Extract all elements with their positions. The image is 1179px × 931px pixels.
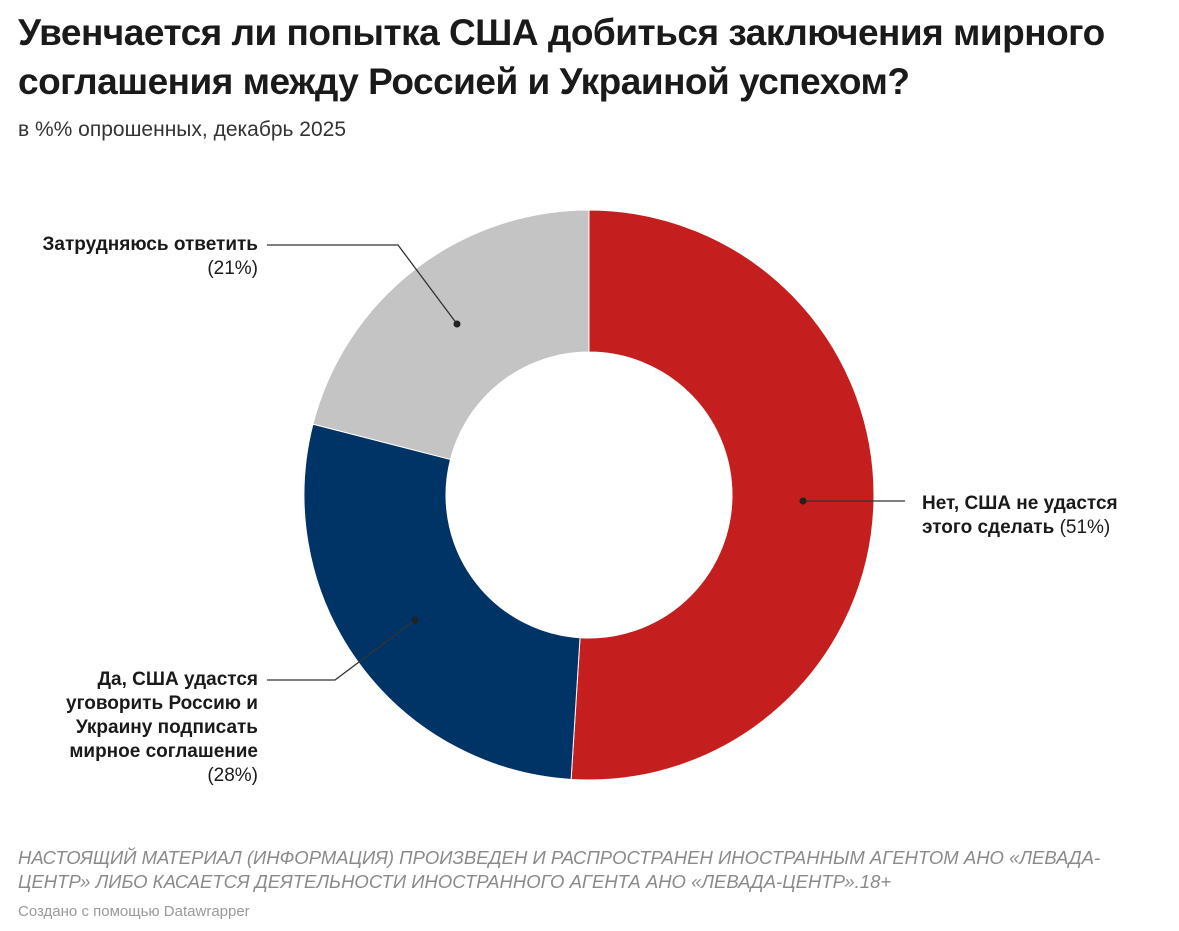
datawrapper-credit[interactable]: Создано с помощью Datawrapper	[18, 903, 250, 920]
chart-subtitle: в %% опрошенных, декабрь 2025	[18, 118, 347, 141]
leader-dot-no	[799, 497, 807, 505]
label-yes-line: уговорить Россию и	[66, 693, 258, 714]
foreign-agent-notice: НАСТОЯЩИЙ МАТЕРИАЛ (ИНФОРМАЦИЯ) ПРОИЗВЕД…	[18, 847, 1101, 892]
label-yes-line: Украину подписать	[75, 717, 258, 738]
label-unsure-value: (21%)	[207, 258, 258, 279]
label-yes: Да, США удастся уговорить Россию и Украи…	[20, 668, 258, 788]
label-no: Нет, США не удастся этого сделать (51%)	[922, 492, 1118, 540]
label-no-line1: Нет, США не удастся	[922, 493, 1118, 514]
label-no-line2: этого сделать	[922, 517, 1055, 538]
donut-slice-2	[312, 209, 590, 461]
leader-dot-yes	[411, 616, 419, 624]
label-no-value: (51%)	[1059, 517, 1111, 538]
label-unsure: Затрудняюсь ответить (21%)	[20, 233, 258, 281]
donut-slice-0	[570, 209, 875, 781]
label-yes-value: (28%)	[207, 765, 258, 786]
donut-slice-1	[303, 423, 581, 780]
leader-line-yes	[267, 619, 416, 681]
chart-title: Увенчается ли попытка США добиться заклю…	[18, 12, 1105, 102]
leader-line-unsure	[267, 244, 458, 325]
label-unsure-text: Затрудняюсь ответить	[42, 234, 258, 255]
leader-dot-unsure	[453, 320, 461, 328]
label-yes-line: мирное соглашение	[69, 741, 258, 762]
label-yes-line: Да, США удастся	[97, 669, 258, 690]
